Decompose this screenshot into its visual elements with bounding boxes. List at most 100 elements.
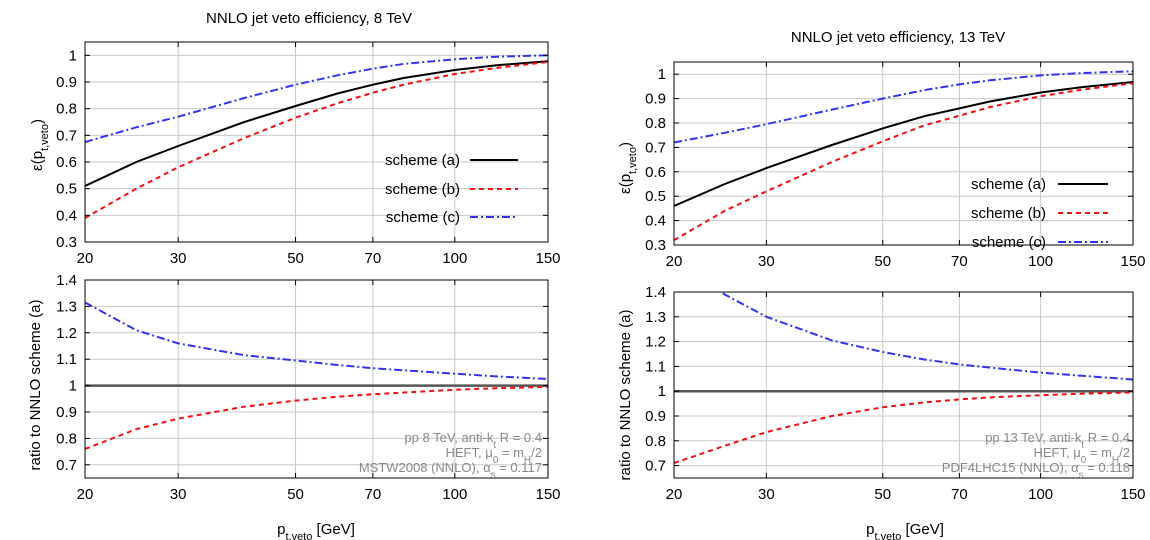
annotation-pdf-8tev: MSTW2008 (NNLO), αs = 0.117 xyxy=(359,460,542,481)
y-tick-label-8tev-eff-0.7: 0.7 xyxy=(56,127,77,144)
y-tick-label-8tev-eff-0.5: 0.5 xyxy=(56,181,77,198)
y-axis-label-efficiency-13tev: ε(pt,veto) xyxy=(617,142,639,194)
legend-entry-scheme-c: scheme (c) xyxy=(386,209,518,226)
x-tick-label-13tev-eff-70: 70 xyxy=(951,253,968,270)
legend-entry-scheme-a-13tev: scheme (a) xyxy=(971,176,1108,193)
annotation-pdf-13tev: PDF4LHC15 (NNLO), αs = 0.118 xyxy=(942,460,1130,481)
series-line-13tev-eff-0 xyxy=(674,81,1133,207)
x-axis-label-8tev: pt,veto [GeV] xyxy=(277,521,355,540)
plot-frame-8tev-eff xyxy=(84,41,549,243)
x-tick-label-13tev-ratio-150: 150 xyxy=(1120,486,1145,503)
legend-label-scheme-b: scheme (b) xyxy=(385,181,460,198)
x-tick-label-8tev-ratio-100: 100 xyxy=(442,486,467,503)
y-axis-label-efficiency-8tev: ε(pt,veto) xyxy=(29,119,51,171)
plot-frame-13tev-eff xyxy=(673,61,1134,246)
x-tick-label-13tev-eff-30: 30 xyxy=(758,253,775,270)
legend-entry-scheme-b: scheme (b) xyxy=(385,181,518,198)
y-tick-label-8tev-eff-0.8: 0.8 xyxy=(56,101,77,118)
legend-8tev: scheme (a) scheme (b) scheme (c) xyxy=(385,152,518,226)
annotation-scale-8tev: HEFT, μ0 = mH/2 xyxy=(445,445,542,466)
legend-label-scheme-c-13tev: scheme (c) xyxy=(972,234,1046,251)
y-tick-label-8tev-ratio-0.8: 0.8 xyxy=(56,430,77,447)
plot-frame-8tev-ratio xyxy=(84,279,549,479)
y-tick-label-13tev-eff-0.6: 0.6 xyxy=(645,164,666,181)
x-tick-label-13tev-eff-20: 20 xyxy=(666,253,683,270)
x-tick-label-13tev-ratio-100: 100 xyxy=(1028,486,1053,503)
series-line-8tev-eff-0 xyxy=(85,60,548,187)
y-tick-label-13tev-eff-0.4: 0.4 xyxy=(645,213,666,230)
legend-label-scheme-a-13tev: scheme (a) xyxy=(971,176,1046,193)
y-tick-label-13tev-ratio-1.1: 1.1 xyxy=(645,358,666,375)
series-line-8tev-ratio-0 xyxy=(85,301,548,380)
x-tick-label-13tev-ratio-20: 20 xyxy=(666,486,683,503)
y-axis-label-ratio-8tev: ratio to NNLO scheme (a) xyxy=(27,300,44,471)
y-tick-label-13tev-eff-0.8: 0.8 xyxy=(645,115,666,132)
x-tick-label-13tev-ratio-50: 50 xyxy=(874,486,891,503)
chart-title-8tev: NNLO jet veto efficiency, 8 TeV xyxy=(206,10,412,27)
x-axis-label-13tev: pt,veto [GeV] xyxy=(866,521,944,540)
series-line-13tev-eff-1 xyxy=(674,82,1133,241)
series-line-8tev-eff-1 xyxy=(85,61,548,219)
y-tick-label-13tev-ratio-0.8: 0.8 xyxy=(645,433,666,450)
y-tick-label-8tev-ratio-0.7: 0.7 xyxy=(56,457,77,474)
y-tick-label-13tev-eff-0.9: 0.9 xyxy=(645,91,666,108)
y-tick-label-13tev-ratio-1.4: 1.4 xyxy=(645,284,666,301)
series-line-13tev-ratio-1 xyxy=(674,391,1133,465)
y-tick-label-13tev-eff-0.3: 0.3 xyxy=(645,237,666,254)
y-tick-label-8tev-ratio-0.9: 0.9 xyxy=(56,404,77,421)
x-tick-label-8tev-eff-30: 30 xyxy=(170,250,187,267)
series-line-13tev-eff-2 xyxy=(674,70,1133,144)
legend-label-scheme-a: scheme (a) xyxy=(385,152,460,169)
y-tick-label-13tev-ratio-1.2: 1.2 xyxy=(645,334,666,351)
x-tick-label-13tev-eff-100: 100 xyxy=(1028,253,1053,270)
annotation-scale-13tev: HEFT, μ0 = mH/2 xyxy=(1033,445,1130,466)
x-tick-label-13tev-eff-50: 50 xyxy=(874,253,891,270)
efficiency-plot-13tev: 0.3 0.4 0.5 0.6 0.7 0.8 0.9 1 20 30 50 70 100 150 xyxy=(645,61,1146,270)
series-line-13tev-ratio-0 xyxy=(719,292,1133,381)
y-tick-label-8tev-ratio-1.2: 1.2 xyxy=(56,325,77,342)
annotation-block-8tev: pp 8 TeV, anti-kt R = 0.4 HEFT, μ0 = mH/… xyxy=(359,430,542,481)
y-tick-label-8tev-ratio-1.3: 1.3 xyxy=(56,298,77,315)
legend-entry-scheme-b-13tev: scheme (b) xyxy=(971,205,1108,222)
x-tick-label-8tev-ratio-30: 30 xyxy=(170,486,187,503)
legend-label-scheme-c: scheme (c) xyxy=(386,209,460,226)
chart-title-13tev: NNLO jet veto efficiency, 13 TeV xyxy=(791,29,1005,46)
y-tick-label-8tev-ratio-1: 1 xyxy=(69,378,77,395)
ratio-plot-13tev: 0.7 0.8 0.9 1 1.1 1.2 1.3 1.4 20 30 50 70 100 150 xyxy=(645,284,1145,503)
legend-label-scheme-b-13tev: scheme (b) xyxy=(971,205,1046,222)
x-tick-label-8tev-ratio-70: 70 xyxy=(365,486,382,503)
efficiency-plot-8tev: 0.3 0.4 0.5 0.6 0.7 0.8 0.9 1 20 30 50 70 100 150 xyxy=(56,41,561,267)
y-tick-label-13tev-eff-1: 1 xyxy=(658,66,666,83)
y-tick-label-8tev-eff-0.9: 0.9 xyxy=(56,74,77,91)
y-tick-label-8tev-ratio-1.1: 1.1 xyxy=(56,351,77,368)
x-tick-label-8tev-eff-150: 150 xyxy=(535,250,560,267)
legend-entry-scheme-c-13tev: scheme (c) xyxy=(972,234,1108,251)
series-line-8tev-eff-2 xyxy=(85,54,548,143)
series-line-8tev-ratio-1 xyxy=(85,385,548,450)
y-tick-label-13tev-eff-0.5: 0.5 xyxy=(645,188,666,205)
x-tick-label-8tev-eff-20: 20 xyxy=(77,250,94,267)
plot-frame-13tev-ratio xyxy=(673,291,1134,479)
ratio-plot-8tev: 0.7 0.8 0.9 1 1.1 1.2 1.3 1.4 20 30 50 70 100 150 xyxy=(56,272,560,503)
y-tick-label-8tev-eff-0.3: 0.3 xyxy=(56,234,77,251)
x-tick-label-8tev-ratio-50: 50 xyxy=(287,486,304,503)
x-tick-label-8tev-eff-70: 70 xyxy=(365,250,382,267)
legend-13tev: scheme (a) scheme (b) scheme (c) xyxy=(971,176,1108,251)
x-tick-label-8tev-ratio-20: 20 xyxy=(77,486,94,503)
y-tick-label-8tev-eff-1: 1 xyxy=(69,47,77,64)
x-tick-label-8tev-eff-100: 100 xyxy=(442,250,467,267)
y-tick-label-8tev-ratio-1.4: 1.4 xyxy=(56,272,77,289)
y-tick-label-8tev-eff-0.6: 0.6 xyxy=(56,154,77,171)
x-tick-label-13tev-ratio-30: 30 xyxy=(758,486,775,503)
y-tick-label-8tev-eff-0.4: 0.4 xyxy=(56,207,77,224)
y-tick-label-13tev-ratio-0.9: 0.9 xyxy=(645,408,666,425)
x-tick-label-8tev-ratio-150: 150 xyxy=(535,486,560,503)
y-tick-label-13tev-ratio-1.3: 1.3 xyxy=(645,309,666,326)
legend-entry-scheme-a: scheme (a) xyxy=(385,152,518,169)
x-tick-label-13tev-ratio-70: 70 xyxy=(951,486,968,503)
y-tick-label-13tev-ratio-1: 1 xyxy=(658,383,666,400)
y-tick-label-13tev-ratio-0.7: 0.7 xyxy=(645,458,666,475)
annotation-process-8tev: pp 8 TeV, anti-kt R = 0.4 xyxy=(404,430,542,451)
annotation-process-13tev: pp 13 TeV, anti-kt R = 0.4 xyxy=(985,430,1130,451)
